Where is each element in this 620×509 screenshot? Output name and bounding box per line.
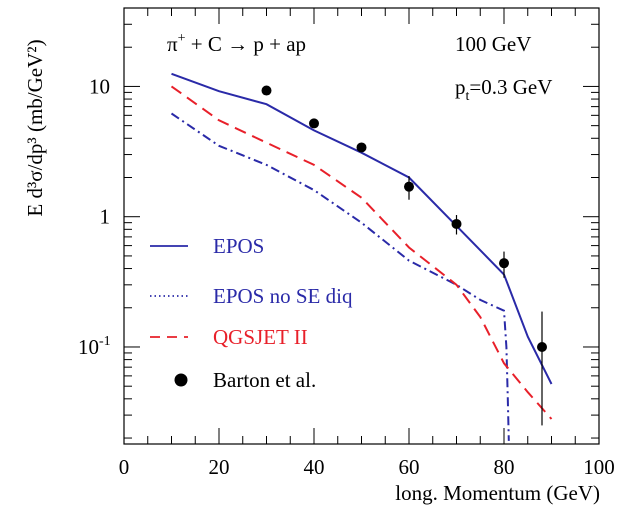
series-line-epos [171,72,553,385]
legend-label-barton: Barton et al. [213,368,316,392]
x-tick-label: 40 [304,455,325,479]
plot-frame [123,7,600,445]
legend-label-epos: EPOS [213,234,264,258]
data-point [404,181,414,192]
legend-swatch-barton [174,373,188,387]
y-tick-label: 1 [100,205,111,229]
data-point [499,258,509,269]
legend-label-epos-no-se-diq: EPOS no SE diq [213,284,353,308]
data-point [309,118,319,129]
plot-border [123,7,600,445]
y-tick-label: 10 [89,74,110,98]
x-tick-label: 20 [209,455,230,479]
plot-series [170,72,553,441]
legend: EPOS EPOS no SE diq QGSJET II Barton et … [150,234,353,392]
legend-label-qgsjet: QGSJET II [213,325,308,349]
energy-label: 100 GeV [455,32,531,56]
axis-ticks: 0 20 40 60 80 100 10 1 10-1 [78,7,615,479]
x-tick-label: 0 [119,455,130,479]
y-axis-title: E d³σ/dp³ (mb/GeV²) [23,39,47,216]
data-point [451,218,462,229]
x-tick-label: 100 [583,455,615,479]
series-line-epos-no-se-diq [170,112,510,441]
pt-label: pt=0.3 GeV [455,75,552,104]
x-axis-title: long. Momentum (GeV) [395,481,600,505]
data-point [356,142,367,153]
x-tick-label: 60 [399,455,420,479]
data-markers [261,85,547,426]
reaction-label: π+ + C → p + ap [167,31,306,56]
data-point [537,341,547,352]
series-line-qgsjet-ii [170,85,553,420]
data-point [261,85,272,96]
x-tick-label: 80 [494,455,515,479]
y-tick-label: 10-1 [78,334,111,359]
